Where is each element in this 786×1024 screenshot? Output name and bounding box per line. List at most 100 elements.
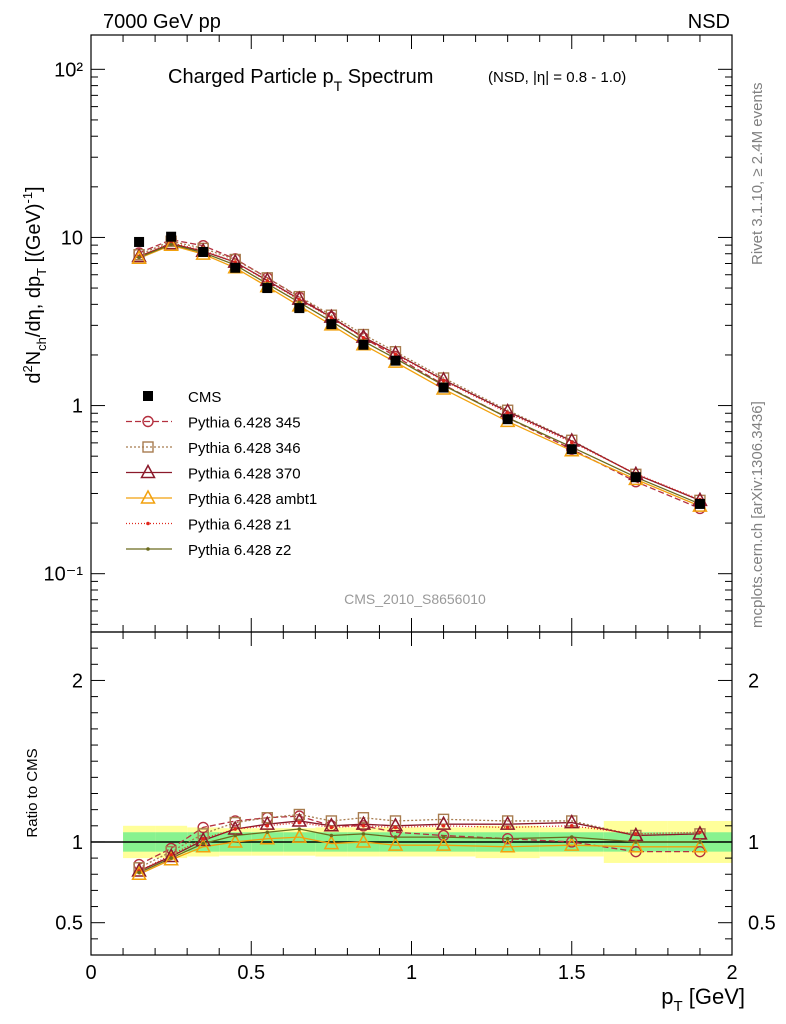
series-marker-ratio	[265, 830, 270, 835]
ratio-tick-label-right: 2	[748, 670, 759, 692]
series-marker-ratio	[628, 838, 644, 853]
header-left: 7000 GeV pp	[103, 11, 221, 33]
series-marker-ratio	[355, 833, 372, 848]
series-marker-ratio	[387, 817, 404, 832]
series-marker-main	[361, 335, 366, 340]
series-marker-ratio	[634, 832, 638, 836]
data-point	[630, 472, 641, 483]
series-marker-ratio	[387, 836, 404, 851]
series-marker-ratio	[265, 824, 270, 828]
legend-marker-data	[143, 391, 153, 401]
series-marker-ratio	[505, 825, 510, 830]
ratio-tick-label: 1	[72, 832, 83, 854]
series-marker-ratio	[329, 833, 334, 838]
x-axis-label: pT [GeV]	[661, 984, 745, 1015]
header-right: NSD	[688, 11, 730, 33]
series-line-main	[138, 242, 701, 501]
legend-label: Pythia 6.428 370	[188, 466, 301, 483]
ratio-y-axis-label: Ratio to CMS	[24, 748, 41, 837]
y-tick-label: 10	[61, 227, 83, 249]
series-marker-main	[393, 352, 398, 357]
series-marker-ratio	[297, 820, 302, 825]
chart-title: Charged Particle pT Spectrum	[168, 66, 433, 94]
series-marker-ratio	[227, 833, 243, 848]
series-marker-ratio	[563, 836, 580, 851]
legend-label: Pythia 6.428 345	[188, 415, 301, 432]
series-marker-ratio	[163, 851, 179, 866]
series-marker-ratio	[195, 838, 211, 853]
data-point	[134, 236, 145, 247]
series-marker-ratio	[259, 830, 276, 845]
ratio-tick-label: 0.5	[55, 913, 83, 935]
x-tick-label: 0	[85, 962, 96, 984]
series-marker-main	[297, 298, 302, 302]
data-point	[230, 262, 241, 273]
legend-label: Pythia 6.428 346	[188, 440, 301, 457]
series-marker-ratio	[569, 835, 574, 839]
y-tick-label: 1	[72, 396, 83, 418]
series-marker-main	[441, 378, 446, 383]
data-point	[294, 303, 305, 314]
series-marker-ratio	[393, 835, 398, 839]
series-line-ratio	[138, 815, 700, 866]
series-marker-ratio	[169, 856, 173, 860]
series-marker-ratio	[261, 812, 273, 824]
data-points	[134, 231, 705, 509]
series-marker-main	[163, 236, 179, 251]
series-marker-ratio	[505, 836, 510, 841]
y-tick-label: 10²	[54, 59, 83, 81]
series-marker-main	[505, 411, 510, 415]
series-marker-ratio	[361, 824, 366, 828]
series-line-ratio	[138, 813, 700, 869]
series-marker-ratio	[259, 815, 276, 830]
legend-label: Pythia 6.428 z2	[188, 542, 291, 559]
series-marker-ratio	[323, 817, 340, 832]
y-tick-label: 10⁻¹	[44, 564, 84, 586]
series-marker-main	[131, 249, 147, 265]
ratio-plot-frame	[90, 631, 733, 956]
ratio-tick-label-right: 0.5	[748, 913, 776, 935]
legend-label: Pythia 6.428 z1	[188, 517, 291, 534]
series-marker-ratio	[291, 812, 308, 827]
series-marker-ratio	[692, 838, 708, 853]
series-marker-ratio	[698, 840, 702, 844]
series-marker-ratio	[131, 865, 147, 880]
chart-subtitle: (NSD, |η| = 0.8 - 1.0)	[488, 69, 626, 86]
legend-marker	[140, 489, 156, 504]
series-marker-ratio	[201, 836, 205, 841]
series-marker-ratio	[437, 829, 450, 842]
legend-label-data: CMS	[188, 389, 221, 406]
data-point	[262, 283, 273, 294]
series-marker-ratio	[441, 835, 446, 839]
series-marker-ratio	[131, 862, 147, 877]
legend-marker	[142, 441, 154, 453]
series-marker-ratio	[291, 828, 308, 843]
legend: CMS Pythia 6.428 345 Pythia 6.428 346 Pythi…	[126, 389, 317, 559]
series-marker-ratio	[355, 815, 372, 830]
mcplots-label: mcplots.cern.ch [arXiv:1306.3436]	[749, 401, 766, 628]
series-marker-ratio	[169, 853, 173, 857]
legend-marker	[146, 547, 150, 551]
series-marker-ratio	[293, 808, 306, 821]
x-tick-label: 0.5	[237, 962, 265, 984]
analysis-watermark: CMS_2010_S8656010	[344, 591, 486, 607]
data-point	[438, 382, 449, 393]
series-marker-ratio	[297, 827, 302, 831]
series-marker-ratio	[435, 815, 452, 830]
series-marker-ratio	[441, 824, 446, 828]
series-marker-ratio	[361, 832, 366, 836]
legend-marker	[142, 415, 154, 428]
series-marker-ratio	[501, 833, 514, 845]
ratio-tick-label: 2	[72, 670, 83, 692]
series-marker-main	[131, 247, 147, 263]
legend-marker	[146, 521, 150, 526]
series-marker-ratio	[329, 825, 334, 830]
series-marker-ratio	[393, 825, 398, 830]
series-marker-ratio	[163, 847, 179, 863]
series-marker-ratio	[634, 840, 638, 844]
series-marker-ratio	[569, 824, 574, 828]
series-marker-ratio	[137, 870, 141, 875]
series-marker-ratio	[435, 836, 452, 851]
series-marker-main	[137, 255, 141, 260]
